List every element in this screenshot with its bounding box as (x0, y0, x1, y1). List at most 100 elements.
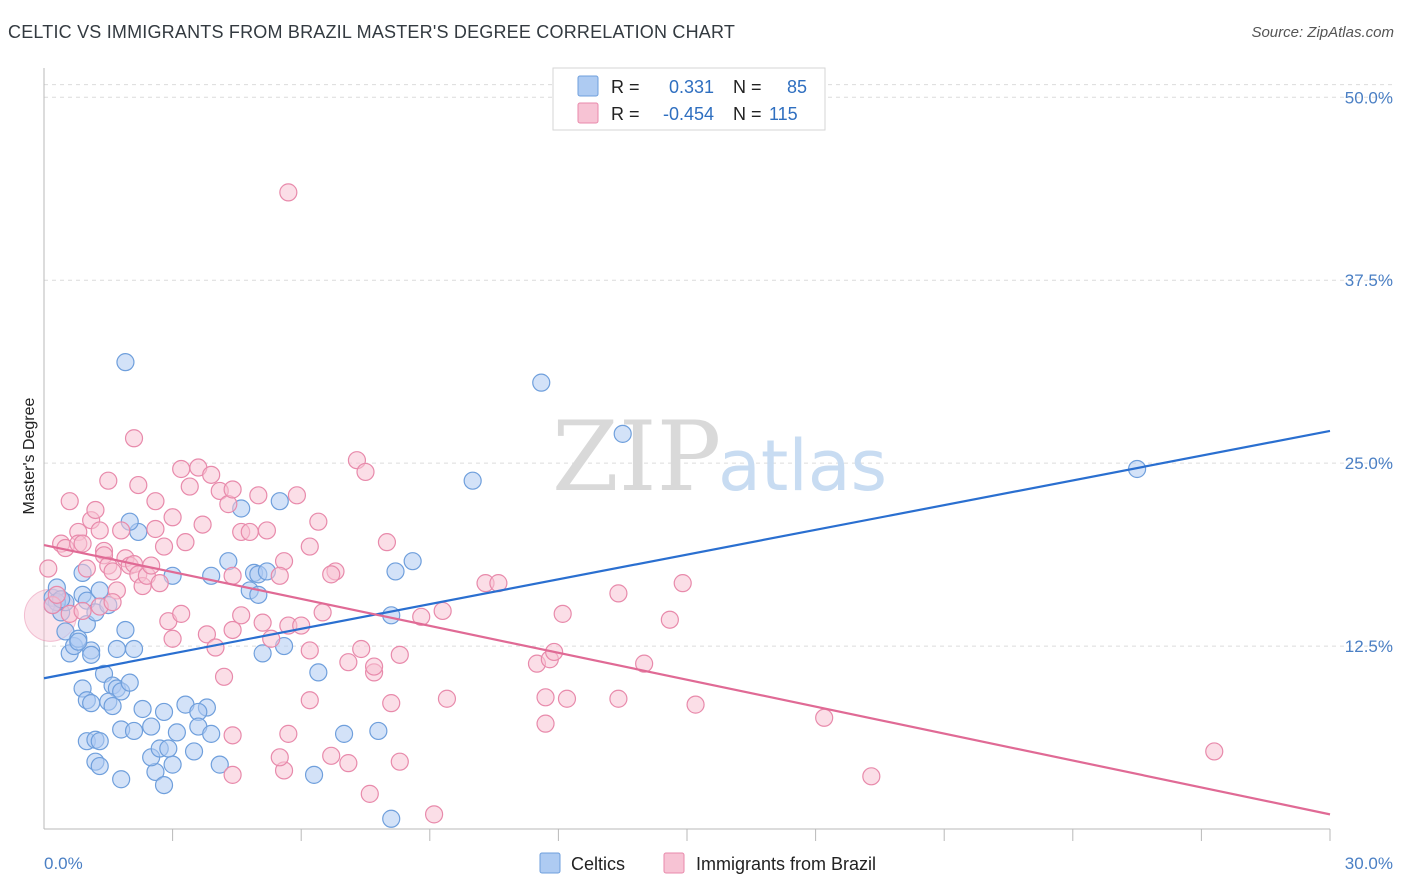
legend-r-value-brazil: -0.454 (663, 104, 714, 124)
data-point (557, 689, 577, 708)
legend-r-label-brazil: R = (611, 104, 640, 124)
data-point (223, 765, 242, 784)
data-point (322, 565, 341, 584)
legend-n-value-celtics: 85 (787, 77, 807, 97)
data-point (142, 717, 161, 736)
data-point (103, 593, 122, 612)
data-point (386, 562, 405, 581)
data-point (437, 689, 457, 708)
chart-source: Source: ZipAtlas.com (1251, 24, 1394, 41)
data-point (90, 756, 109, 776)
data-point (103, 696, 122, 716)
data-point (390, 645, 409, 664)
data-point (270, 492, 289, 511)
data-point (124, 721, 144, 741)
y-tick-label: 37.5% (1345, 271, 1393, 290)
legend-r-value-celtics: 0.331 (669, 77, 714, 97)
data-point (309, 512, 328, 531)
data-point (253, 613, 272, 632)
chart-title: CELTIC VS IMMIGRANTS FROM BRAZIL MASTER'… (8, 22, 736, 42)
data-point (356, 462, 375, 482)
x-tick-label-max: 30.0% (1345, 854, 1393, 873)
data-point (253, 644, 272, 663)
data-point (334, 724, 354, 743)
watermark-atlas: atlas (718, 425, 887, 507)
data-point (360, 784, 379, 803)
data-point (129, 475, 148, 495)
data-point (536, 714, 555, 733)
data-point (304, 765, 324, 784)
series-brazil (39, 183, 1224, 824)
data-point (287, 486, 307, 505)
data-point (154, 775, 174, 795)
data-point (163, 755, 182, 774)
data-point (197, 625, 216, 644)
data-point (73, 534, 92, 553)
series-legend-swatch-celtics (539, 852, 561, 874)
data-point (77, 559, 96, 578)
data-point (159, 739, 178, 758)
series-legend: Celtics Immigrants from Brazil (539, 852, 876, 874)
data-point (180, 477, 199, 496)
data-point (172, 604, 191, 623)
series-celtics (43, 353, 1147, 828)
x-ticks (172, 829, 1331, 841)
data-point (90, 732, 109, 751)
data-point (240, 522, 259, 542)
data-point (103, 562, 122, 581)
data-point (660, 610, 679, 629)
data-point (862, 767, 881, 786)
data-point (172, 459, 191, 479)
data-point (270, 748, 289, 767)
data-point (609, 689, 628, 708)
data-point (163, 508, 182, 527)
legend-n-label-brazil: N = (733, 104, 762, 124)
data-point (815, 708, 834, 727)
grid-lines (44, 84, 1392, 647)
data-point (176, 533, 195, 552)
data-point (382, 694, 401, 713)
data-point (270, 566, 289, 585)
data-point (382, 809, 401, 828)
series-legend-label-brazil: Immigrants from Brazil (696, 854, 876, 874)
data-point (300, 691, 319, 710)
data-point (214, 667, 234, 686)
data-point (1205, 742, 1224, 761)
data-point (635, 654, 654, 673)
data-point (339, 653, 358, 672)
data-point (184, 742, 204, 761)
data-point (390, 752, 409, 771)
series-legend-swatch-brazil (663, 852, 685, 874)
data-point (673, 574, 692, 593)
data-point (120, 673, 139, 692)
data-point (107, 639, 126, 659)
data-point (279, 183, 298, 202)
data-point (403, 552, 422, 571)
data-point (112, 521, 131, 540)
data-point (146, 492, 165, 511)
trend-line-brazil (43, 544, 1331, 816)
data-point (433, 601, 452, 621)
data-point (69, 632, 88, 651)
data-point (609, 584, 628, 603)
legend-n-value-brazil: 115 (769, 104, 798, 124)
data-point (292, 616, 311, 635)
data-point (309, 663, 328, 682)
data-point (90, 521, 109, 540)
data-point (352, 639, 371, 659)
data-point (73, 601, 92, 621)
data-point (202, 724, 221, 743)
data-point (553, 604, 572, 623)
data-point (257, 521, 277, 540)
data-point (412, 607, 431, 626)
data-point (167, 723, 186, 742)
y-tick-label: 50.0% (1345, 88, 1393, 107)
data-point (613, 424, 632, 443)
data-point (686, 695, 705, 714)
data-point (150, 574, 169, 593)
y-tick-label: 12.5% (1345, 637, 1393, 656)
watermark-zip: ZIP (552, 401, 721, 513)
data-point (60, 492, 79, 511)
data-point (154, 702, 174, 722)
